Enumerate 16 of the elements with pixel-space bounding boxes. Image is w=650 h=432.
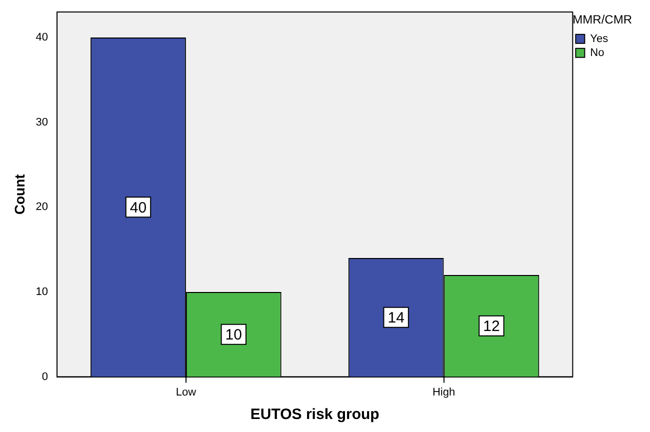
x-axis-title: EUTOS risk group [250, 406, 380, 424]
x-tick-label: High [432, 386, 456, 398]
data-label: 10 [225, 326, 242, 344]
y-tick-label: 10 [36, 286, 48, 298]
y-tick-label: 0 [42, 370, 48, 383]
y-tick-label: 30 [36, 116, 48, 128]
legend-label: Yes [590, 32, 609, 45]
y-tick-label: 20 [36, 201, 48, 214]
y-tick-label: 40 [36, 31, 48, 44]
legend-title: MMR/CMR [572, 12, 632, 26]
data-label: 14 [388, 310, 404, 327]
y-axis-title: Count [11, 174, 28, 215]
x-tick-label: Low [176, 386, 196, 398]
data-label: 12 [483, 318, 500, 336]
data-label: 40 [130, 199, 147, 216]
legend-label: No [590, 46, 604, 59]
